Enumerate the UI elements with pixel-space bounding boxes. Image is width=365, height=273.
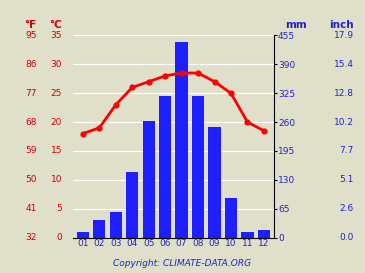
Text: 0: 0 [56,233,62,242]
Bar [110,212,122,238]
Point [80,131,86,136]
Text: 12.8: 12.8 [334,89,354,98]
Text: 41: 41 [25,204,36,213]
Text: 7.7: 7.7 [340,146,354,155]
Point [245,120,250,124]
Text: 59: 59 [25,146,36,155]
Bar [241,232,254,238]
Text: inch: inch [330,20,354,29]
Bar [225,198,237,238]
Point [162,74,168,78]
Text: 0.0: 0.0 [340,233,354,242]
Point [179,71,185,75]
Text: 17.9: 17.9 [334,31,354,40]
Text: 15.4: 15.4 [334,60,354,69]
Text: 5: 5 [56,204,62,213]
Point [146,79,151,84]
Point [129,85,135,90]
Point [228,91,234,95]
Text: 95: 95 [25,31,36,40]
Bar [93,220,105,238]
Point [96,126,102,130]
Bar [159,96,171,238]
Text: 30: 30 [50,60,62,69]
Bar [176,42,188,238]
Bar [126,172,138,238]
Text: 2.6: 2.6 [340,204,354,213]
Text: 25: 25 [51,89,62,98]
Bar [77,232,89,238]
Text: 32: 32 [25,233,36,242]
Text: 35: 35 [50,31,62,40]
Bar [192,96,204,238]
Text: 68: 68 [25,118,36,127]
Text: Copyright: CLIMATE-DATA.ORG: Copyright: CLIMATE-DATA.ORG [114,259,251,268]
Text: 10.2: 10.2 [334,118,354,127]
Bar [142,121,155,238]
Text: 20: 20 [51,118,62,127]
Text: °F: °F [24,20,36,29]
Text: 15: 15 [50,146,62,155]
Text: 10: 10 [50,175,62,184]
Text: 50: 50 [25,175,36,184]
Point [212,79,218,84]
Point [261,129,267,133]
Text: 5.1: 5.1 [340,175,354,184]
Bar [258,230,270,238]
Bar [208,127,221,238]
Text: °C: °C [49,20,62,29]
Text: mm: mm [285,20,307,29]
Text: 77: 77 [25,89,36,98]
Point [195,71,201,75]
Point [113,103,119,107]
Text: 86: 86 [25,60,36,69]
